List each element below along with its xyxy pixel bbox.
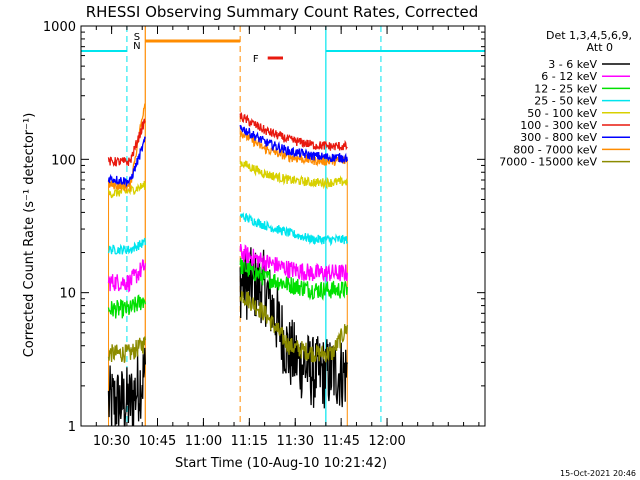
legend-label: 25 - 50 keV (534, 95, 597, 108)
series-line-12-25-segment-2 (239, 257, 348, 301)
legend-label: 3 - 6 keV (548, 58, 597, 71)
series-line-7000-15000-segment-2 (239, 290, 348, 363)
legend-label: 50 - 100 keV (527, 107, 597, 120)
x-axis-label: Start Time (10-Aug-10 10:21:42) (175, 456, 387, 471)
y-tick-label: 100 (51, 153, 76, 168)
x-tick-label: 10:30 (93, 434, 130, 449)
timestamp: 15-Oct-2021 20:46 (560, 469, 636, 478)
y-tick-label: 1000 (43, 20, 76, 35)
legend-label: 300 - 800 keV (520, 131, 597, 144)
legend-label: 7000 - 15000 keV (499, 156, 597, 169)
series-line-6-12-segment-2 (239, 243, 348, 283)
x-tick-label: 11:00 (185, 434, 222, 449)
flag-label-f: F (253, 54, 259, 65)
legend-label: 100 - 300 keV (520, 119, 597, 132)
x-tick-label: 12:00 (368, 434, 405, 449)
series-line-25-50-segment-2 (239, 212, 348, 247)
plot-frame (80, 25, 486, 427)
x-tick-label: 11:30 (277, 434, 314, 449)
series-line-25-50-segment-1 (107, 237, 146, 255)
series-line-7000-15000-segment-1 (107, 336, 146, 363)
annotations: SN F (133, 32, 259, 65)
series-line-12-25-segment-1 (107, 294, 146, 319)
legend-header-line-1: Det 1,3,4,5,6,9, (546, 29, 632, 42)
y-axis: 1 10 100 1000 (43, 20, 485, 435)
legend-label: 12 - 25 keV (534, 82, 597, 95)
series-line-100-300-segment-2 (239, 112, 348, 151)
series-line-6-12-segment-1 (107, 259, 146, 293)
legend-label: 800 - 7000 keV (513, 143, 597, 156)
flag-label-s: S (134, 32, 140, 43)
series-line-800-7000-segment-2 (239, 130, 348, 167)
series-line-300-800-segment-1 (107, 136, 146, 188)
series-line-3-6-segment-1 (107, 347, 146, 427)
x-tick-label: 10:45 (139, 434, 176, 449)
y-tick-label: 10 (59, 287, 76, 302)
x-tick-label: 11:15 (231, 434, 268, 449)
y-tick-label: 1 (68, 420, 76, 435)
series-line-50-100-segment-2 (239, 160, 348, 190)
plot-marks (81, 26, 485, 427)
legend-label: 6 - 12 keV (541, 70, 597, 83)
flag-label-n: N (133, 41, 140, 52)
series-line-100-300-segment-1 (107, 118, 146, 168)
y-axis-label: Corrected Count Rate (s⁻¹ detector⁻¹) (22, 113, 37, 358)
legend-header-line-2: Att 0 (587, 41, 613, 54)
x-tick-label: 11:45 (322, 434, 359, 449)
x-axis: 10:30 10:45 11:00 11:15 11:30 11:45 12:00 (80, 26, 480, 449)
chart-title: RHESSI Observing Summary Count Rates, Co… (86, 3, 479, 21)
series-line-300-800-segment-2 (239, 124, 348, 164)
